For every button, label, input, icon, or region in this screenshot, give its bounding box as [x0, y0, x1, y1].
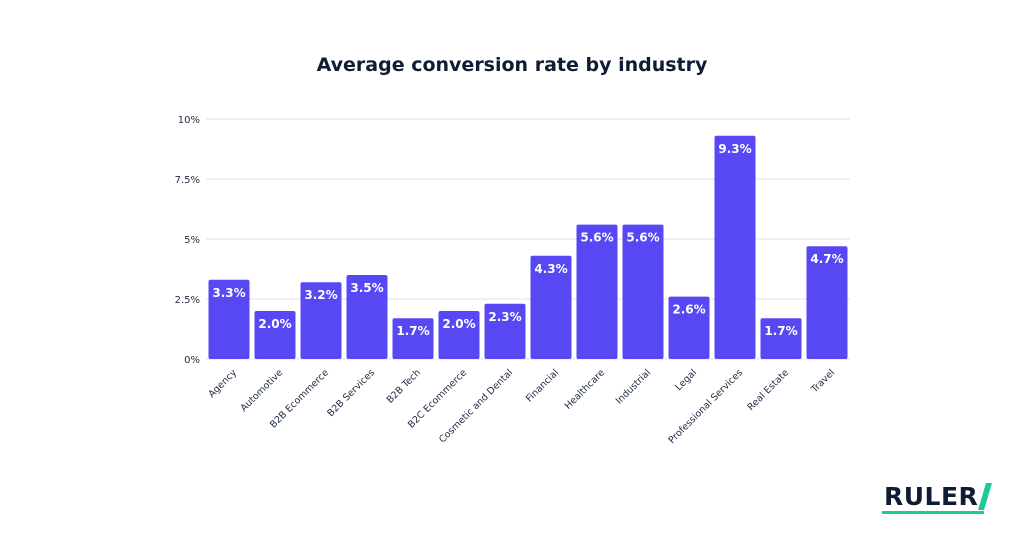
bar [346, 275, 388, 359]
bar [484, 303, 526, 359]
bar-value-label: 5.6% [580, 231, 613, 245]
y-tick-label: 5% [184, 235, 200, 246]
x-tick-label: Real Estate [745, 367, 791, 413]
x-tick-label: Industrial [614, 367, 653, 406]
bar [668, 296, 710, 359]
bars [208, 135, 848, 359]
x-tick-label: Agency [206, 367, 239, 400]
bar [300, 282, 342, 359]
bar-value-label: 5.6% [626, 231, 659, 245]
x-tick-label: Travel [809, 367, 837, 395]
bar-value-label: 1.7% [764, 324, 797, 338]
y-tick-label: 0% [184, 355, 200, 366]
y-tick-label: 10% [178, 115, 200, 126]
bar [622, 224, 664, 359]
bar-value-label: 2.0% [258, 317, 291, 331]
bar-value-label: 9.3% [718, 142, 751, 156]
x-tick-label: B2B Tech [385, 367, 423, 405]
y-axis-ticks: 0% 2.5% 5% 7.5% 10% [175, 115, 200, 366]
bar-value-label: 4.7% [810, 252, 843, 266]
logo-underline [882, 511, 984, 514]
y-tick-label: 2.5% [175, 295, 200, 306]
bar-value-label: 2.6% [672, 303, 705, 317]
logo-wordmark: RULER [884, 482, 978, 511]
bar-value-label: 3.3% [212, 286, 245, 300]
x-tick-label: Automotive [238, 367, 285, 414]
bar-value-labels: 3.3% 2.0% 3.2% 3.5% 1.7% 2.0% 2.3% 4.3% 5.6% 5.6%… [212, 142, 843, 338]
bar [208, 279, 250, 359]
bar [760, 318, 802, 359]
bar-value-label: 1.7% [396, 324, 429, 338]
y-tick-label: 7.5% [175, 175, 200, 186]
chart-title: Average conversion rate by industry [316, 54, 708, 76]
bar-value-label: 2.0% [442, 317, 475, 331]
x-tick-label: Financial [524, 367, 561, 404]
x-tick-label: Legal [673, 367, 699, 393]
bar [806, 246, 848, 359]
bar [392, 318, 434, 359]
bar-value-label: 3.5% [350, 281, 383, 295]
bar [530, 255, 572, 359]
bar-value-label: 3.2% [304, 288, 337, 302]
bar [254, 311, 296, 359]
x-tick-label: B2B Services [325, 367, 377, 419]
bar [438, 311, 480, 359]
ruler-logo: RULER [882, 482, 992, 514]
logo-slash-icon [978, 483, 992, 510]
bar-value-label: 2.3% [488, 310, 521, 324]
bar [576, 224, 618, 359]
bar [714, 135, 756, 359]
x-tick-label: Healthcare [563, 367, 608, 412]
bar-value-label: 4.3% [534, 262, 567, 276]
